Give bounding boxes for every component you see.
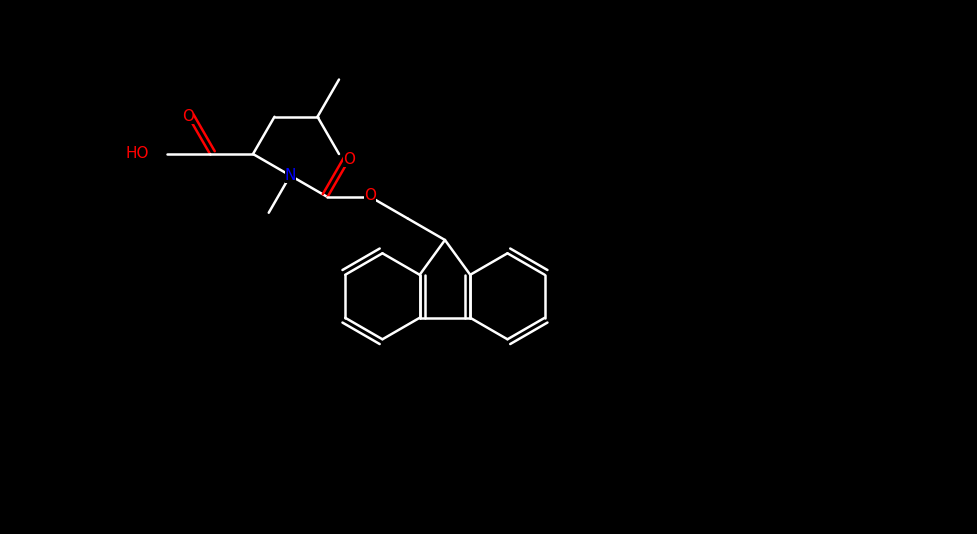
Text: O: O	[343, 152, 355, 167]
Text: O: O	[364, 187, 376, 202]
Text: O: O	[183, 109, 194, 124]
Text: N: N	[284, 168, 296, 183]
Text: HO: HO	[125, 146, 149, 161]
